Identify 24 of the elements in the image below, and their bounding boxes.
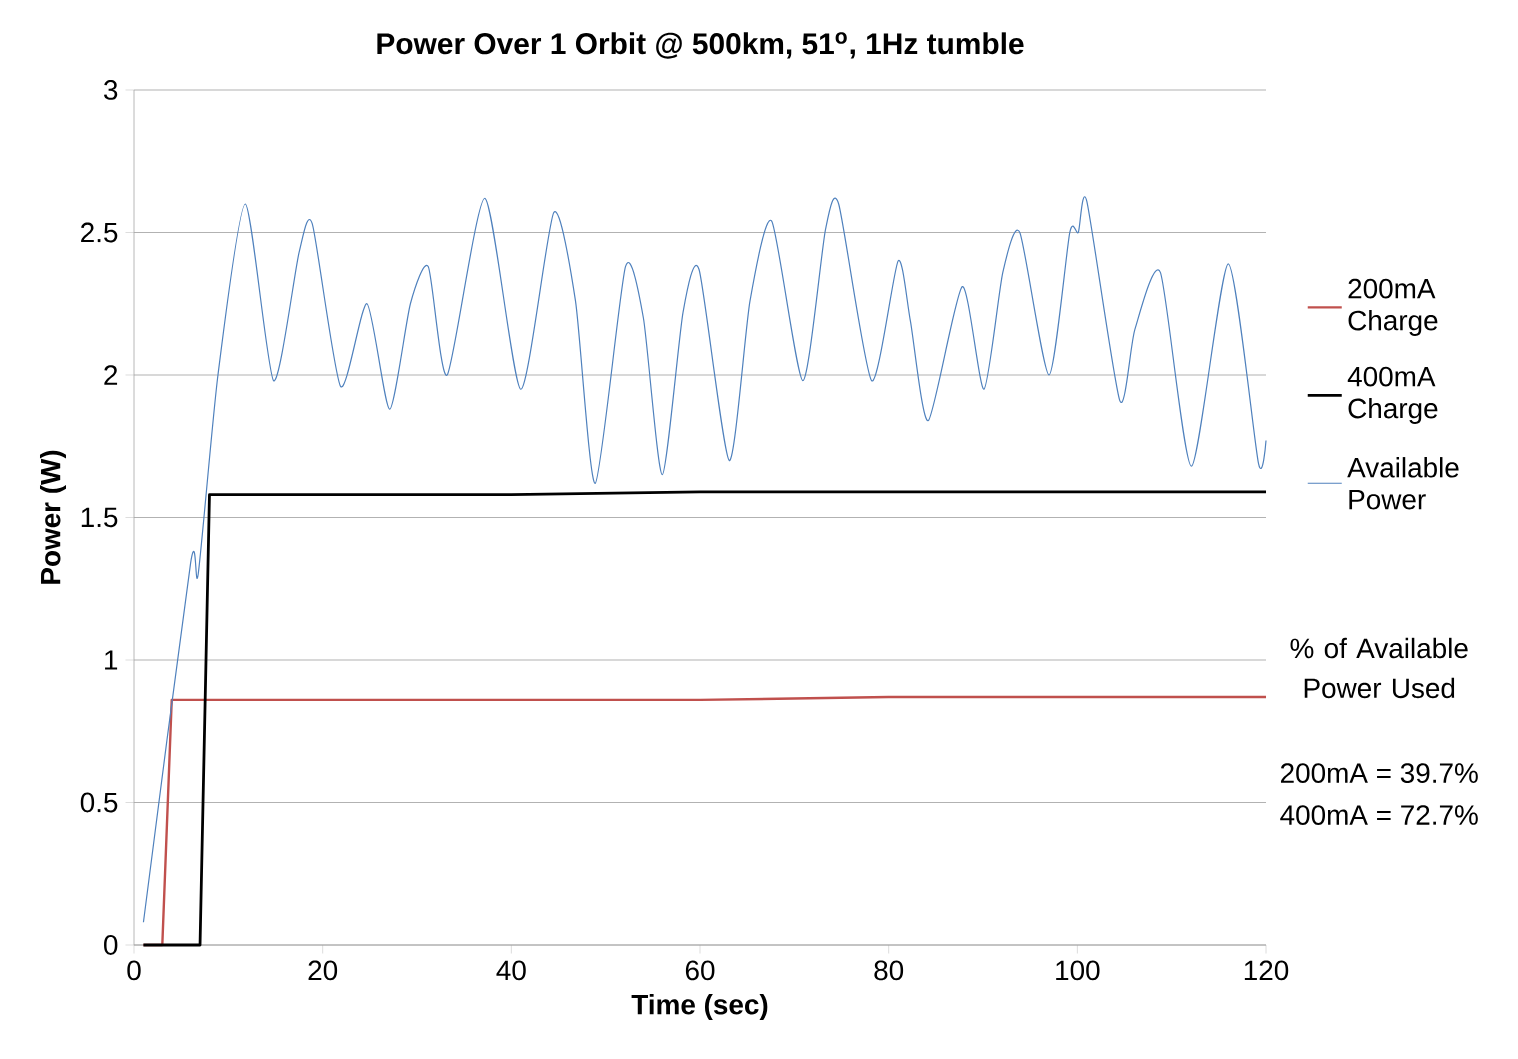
x-tick-label: 100	[1056, 960, 1100, 981]
y-tick-label: 0.5	[80, 792, 118, 813]
y-tick-label: 3	[104, 80, 118, 100]
y-tick-label: 1	[105, 650, 118, 670]
line-series	[142, 197, 1267, 923]
text: % of Available Power Used	[1290, 637, 1468, 699]
y-tick-label: 1.5	[81, 507, 118, 528]
x-tick-label: 120	[1244, 960, 1289, 981]
x-tick-label: 40	[496, 960, 526, 981]
x-tick-label: 60	[685, 960, 715, 981]
legend-label: Available Power	[1347, 457, 1459, 510]
x-tick-label: 80	[874, 960, 904, 981]
text: 200mA = 39.7%	[1280, 763, 1478, 784]
y-tick-label: 2.5	[81, 222, 118, 243]
x-axis-title: Time (sec)	[631, 993, 768, 1020]
x-tick-label: 20	[308, 960, 338, 981]
chart-title: Power Over 1 Orbit @ 500km, 51$^{o}$, 1Hz tumble	[377, 32, 1024, 59]
y-axis-title: Power (W)	[39, 450, 66, 584]
text: 400mA = 72.7%	[1280, 805, 1478, 825]
y-tick-label: 0	[104, 935, 118, 955]
legend-label: 200mA Charge	[1348, 278, 1438, 336]
legend-label: 400mA Charge	[1347, 366, 1438, 424]
x-tick-label: 0	[127, 960, 141, 981]
y-tick-label: 2	[104, 365, 118, 385]
